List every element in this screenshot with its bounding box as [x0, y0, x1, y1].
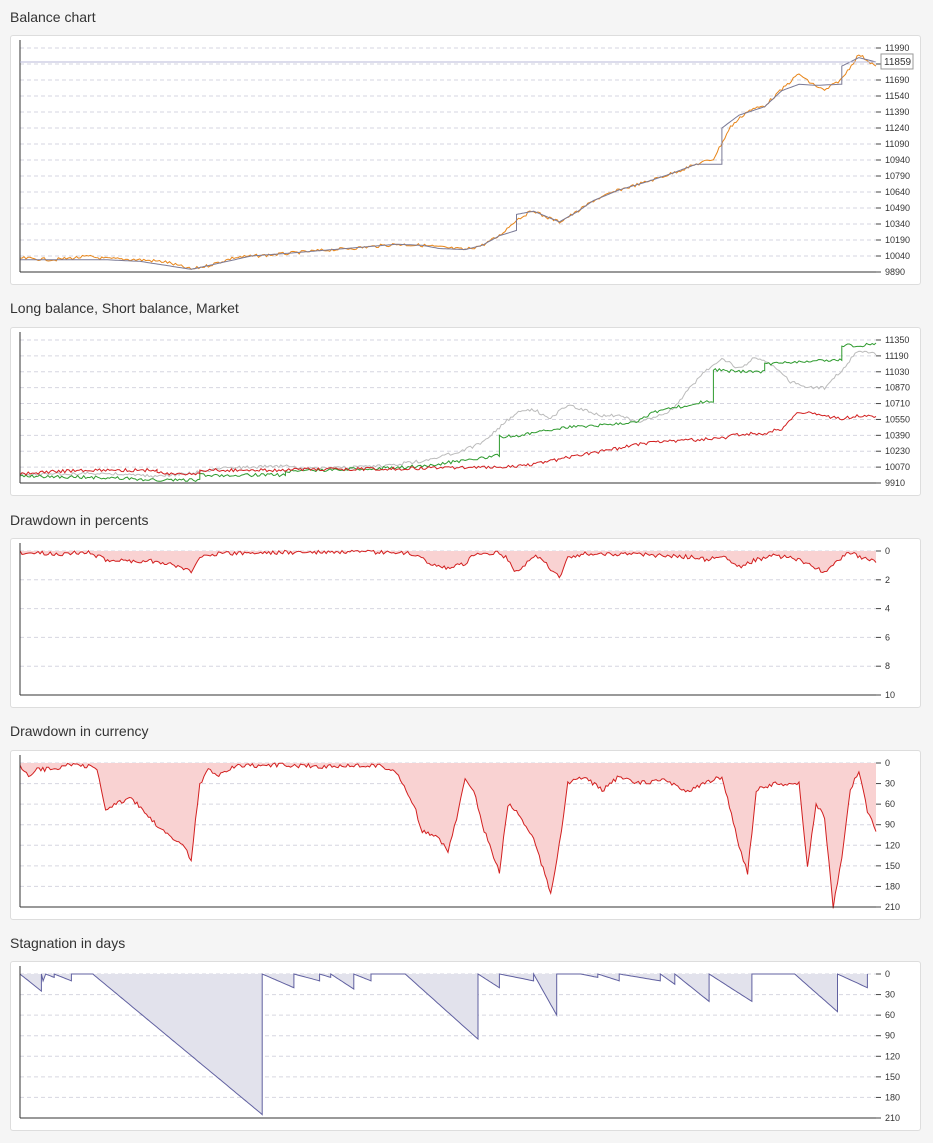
- stagnation-chart: 0 30 60 90 120 150 180 210: [19, 966, 900, 1123]
- y-tick-label: 11350: [885, 335, 909, 345]
- y-tick-label: 4: [885, 604, 890, 614]
- y-tick-label: 10710: [885, 399, 910, 409]
- y-tick-label: 6: [885, 632, 890, 642]
- y-tick-label: 210: [885, 902, 900, 912]
- stagnation-title: Stagnation in days: [10, 935, 126, 951]
- y-tick-label: 150: [885, 861, 900, 871]
- drawdown-percent-panel: 0 2 4 6 8 10: [10, 538, 921, 708]
- y-tick-label: 2: [885, 575, 890, 585]
- y-tick-label: 11030: [885, 367, 909, 377]
- balance-chart: 1199011840116901154011390112401109010940…: [19, 40, 914, 277]
- long-short-market-panel: 11350 11190 11030 10870 10710 10550 10390 10230…: [10, 327, 921, 496]
- current-value-box: [880, 53, 914, 70]
- y-tick-label: 180: [885, 1092, 900, 1102]
- y-tick-label: 11690: [885, 75, 909, 85]
- y-tick-label: 90: [885, 1031, 895, 1041]
- y-tick-label: 90: [885, 820, 895, 830]
- series-line: [19, 411, 877, 476]
- y-tick-label: 180: [885, 881, 900, 891]
- y-tick-label: 10340: [885, 219, 910, 229]
- y-tick-label: 30: [885, 990, 895, 1000]
- balance-chart-title: Balance chart: [10, 9, 96, 25]
- series-area: [20, 550, 876, 578]
- series-line: [19, 342, 877, 482]
- y-tick-label: 0: [885, 758, 890, 768]
- y-tick-label: 10390: [885, 430, 910, 440]
- y-tick-label: 8: [885, 661, 890, 671]
- series-area: [20, 763, 876, 909]
- y-tick-label: 10230: [885, 446, 910, 456]
- y-tick-label: 11190: [885, 351, 909, 361]
- y-tick-label: 0: [885, 969, 890, 979]
- drawdown-percent-chart: 0 2 4 6 8 10: [19, 543, 895, 700]
- balance-chart-panel: 1199011840116901154011390112401109010940…: [10, 35, 921, 285]
- series-line: [19, 762, 877, 909]
- y-tick-label: 11990: [885, 43, 909, 53]
- y-tick-label: 10: [885, 690, 895, 700]
- y-tick-label: 10940: [885, 155, 910, 165]
- y-tick-label: 210: [885, 1113, 900, 1123]
- y-tick-label: 10640: [885, 187, 910, 197]
- long-short-market-chart: 11350 11190 11030 10870 10710 10550 10390 10230…: [19, 332, 910, 488]
- y-tick-label: 0: [885, 546, 890, 556]
- series-line: [20, 57, 877, 270]
- drawdown-currency-panel: 0 30 60 90 120 150 180 210: [10, 750, 921, 920]
- y-tick-label: 9890: [885, 267, 905, 277]
- series-line: [19, 549, 877, 579]
- y-tick-label: 9910: [885, 478, 905, 488]
- y-tick-label: 120: [885, 1051, 900, 1061]
- y-tick-label: 10040: [885, 251, 910, 261]
- y-tick-label: 60: [885, 1010, 895, 1020]
- series-line: [20, 54, 877, 270]
- y-tick-label: 10490: [885, 203, 910, 213]
- y-tick-label: 11540: [885, 91, 909, 101]
- drawdown-currency-chart: 0 30 60 90 120 150 180 210: [19, 755, 900, 912]
- y-tick-label: 30: [885, 779, 895, 789]
- drawdown-currency-title: Drawdown in currency: [10, 723, 149, 739]
- series-area: [20, 974, 868, 1115]
- long-short-market-title: Long balance, Short balance, Market: [10, 300, 239, 316]
- y-tick-label: 120: [885, 840, 900, 850]
- current-value-label: 11859: [884, 57, 912, 68]
- y-tick-label: 10870: [885, 383, 910, 393]
- y-tick-label: 11090: [885, 139, 909, 149]
- y-tick-label: 150: [885, 1072, 900, 1082]
- stagnation-panel: 0 30 60 90 120 150 180 210: [10, 961, 921, 1131]
- drawdown-percent-title: Drawdown in percents: [10, 512, 149, 528]
- y-tick-label: 60: [885, 799, 895, 809]
- series-line: [19, 972, 868, 1116]
- y-tick-label: 10550: [885, 414, 910, 424]
- y-tick-label: 10790: [885, 171, 910, 181]
- y-tick-label: 10190: [885, 235, 910, 245]
- y-tick-label: 11240: [885, 123, 909, 133]
- y-tick-label: 11390: [885, 107, 909, 117]
- series-line: [19, 350, 877, 479]
- y-tick-label: 10070: [885, 462, 910, 472]
